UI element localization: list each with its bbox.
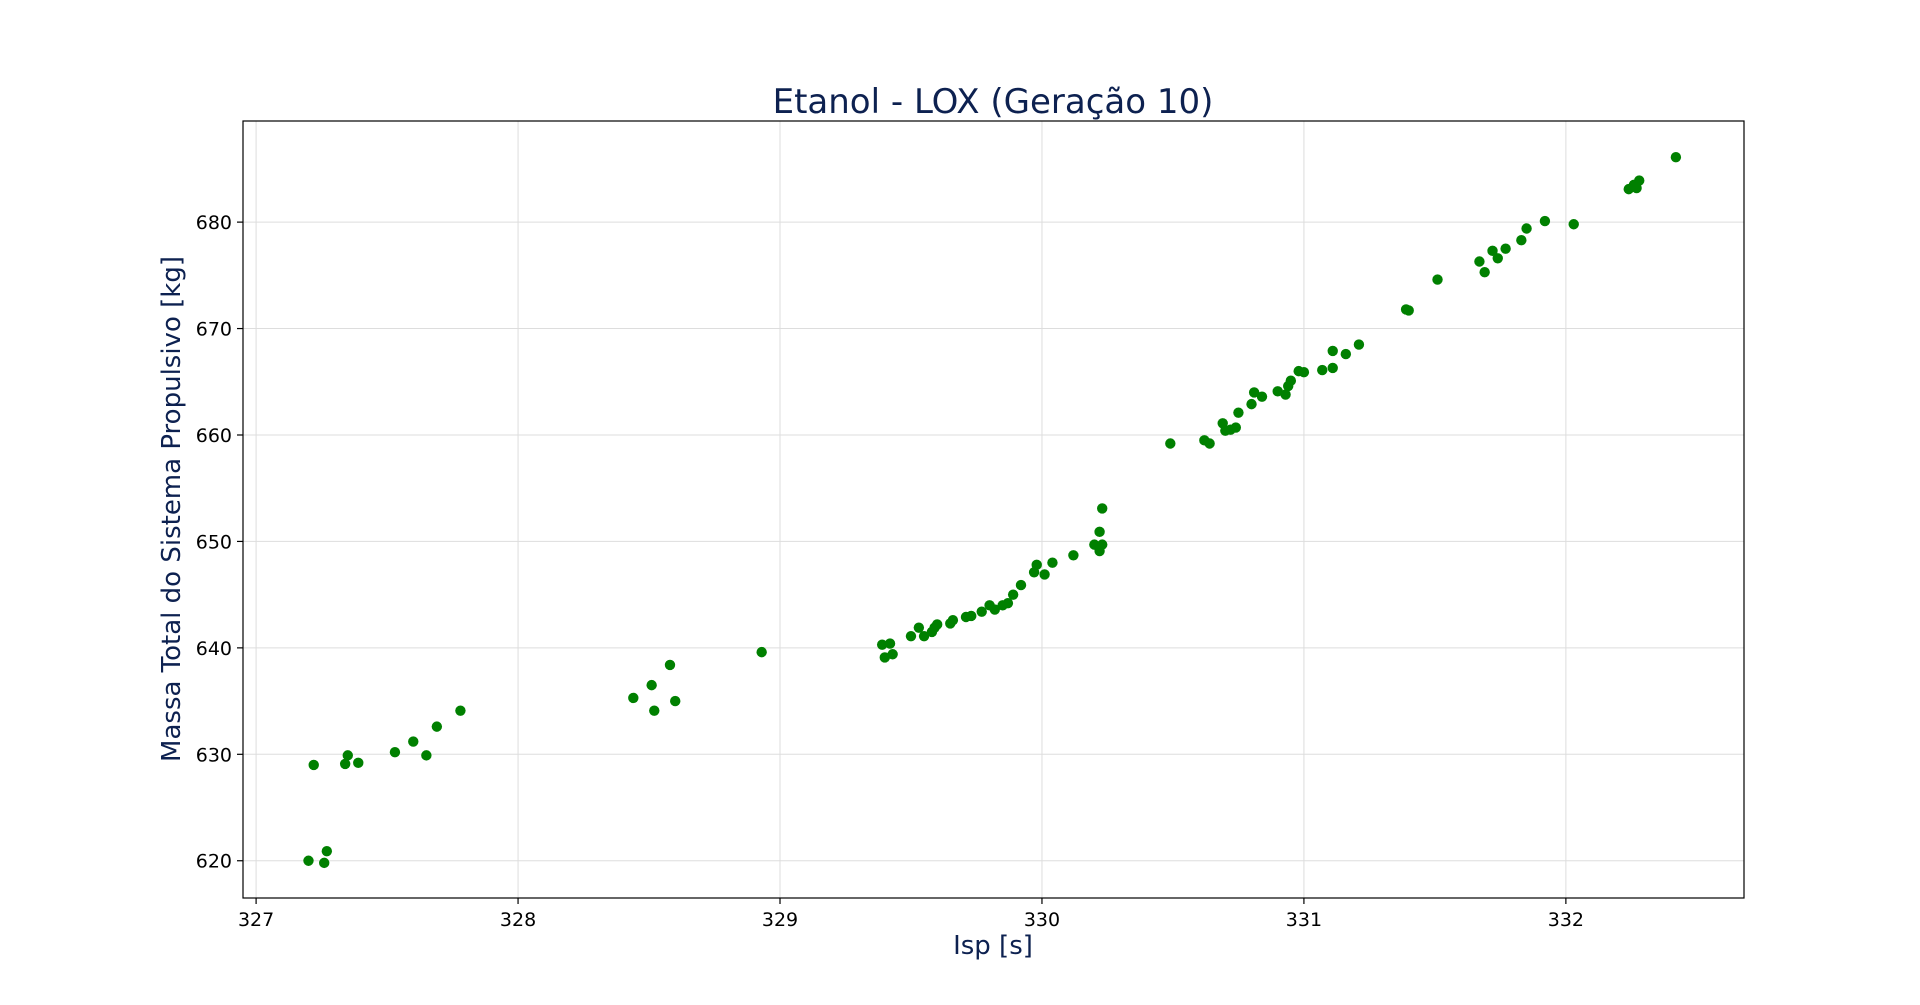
data-point xyxy=(1539,215,1551,227)
data-point xyxy=(1002,597,1014,609)
data-point xyxy=(1256,391,1268,402)
data-point xyxy=(1403,305,1414,316)
data-point xyxy=(1039,569,1050,580)
data-point xyxy=(1516,235,1527,246)
data-point xyxy=(1047,557,1058,568)
data-point xyxy=(1165,438,1176,449)
y-tick-label: 630 xyxy=(196,744,232,766)
data-point xyxy=(1204,438,1215,449)
data-point xyxy=(1280,389,1291,400)
x-axis-ticks: 327 328 329 330 331 332 xyxy=(238,898,1584,931)
data-point xyxy=(966,610,977,622)
data-point xyxy=(976,606,987,617)
data-point xyxy=(913,622,925,633)
grid-lines xyxy=(243,121,1744,898)
data-point xyxy=(947,614,959,626)
data-point xyxy=(308,759,319,771)
data-point xyxy=(1246,398,1257,410)
data-point xyxy=(931,619,943,630)
data-point xyxy=(1015,579,1027,591)
data-point xyxy=(353,757,364,769)
x-axis-label: Isp [s] xyxy=(953,931,1033,961)
data-point xyxy=(876,639,888,650)
x-tick-label: 328 xyxy=(500,909,536,931)
y-tick-label: 650 xyxy=(196,531,232,553)
data-point xyxy=(1521,223,1532,234)
x-tick-label: 332 xyxy=(1548,909,1584,931)
chart-title: Etanol - LOX (Geração 10) xyxy=(773,82,1214,122)
data-point xyxy=(1094,526,1105,538)
data-point xyxy=(1487,245,1498,257)
data-point xyxy=(918,630,930,642)
data-point xyxy=(1097,503,1108,514)
data-point xyxy=(1007,589,1019,600)
data-point xyxy=(628,692,639,704)
data-point xyxy=(1500,243,1511,254)
data-point xyxy=(884,638,896,649)
data-point xyxy=(1068,550,1079,561)
data-point xyxy=(1298,366,1310,378)
data-point xyxy=(408,736,419,747)
data-point xyxy=(303,855,314,866)
y-axis-label: Massa Total do Sistema Propulsivo [kg] xyxy=(157,256,187,762)
data-point xyxy=(342,750,353,761)
data-point xyxy=(905,630,917,642)
data-point xyxy=(664,659,676,671)
x-tick-label: 330 xyxy=(1024,909,1060,931)
data-point xyxy=(1327,345,1338,357)
data-point xyxy=(1340,348,1352,360)
data-point xyxy=(670,695,681,707)
data-point xyxy=(1230,422,1242,433)
data-point xyxy=(1031,559,1042,571)
data-point xyxy=(1097,539,1108,550)
data-point xyxy=(1353,339,1365,350)
data-point xyxy=(455,705,466,716)
y-tick-label: 670 xyxy=(196,319,232,341)
data-point xyxy=(1272,386,1283,397)
y-tick-label: 660 xyxy=(196,425,232,447)
data-point xyxy=(339,758,351,770)
data-point xyxy=(1568,219,1579,230)
y-axis-ticks: 620 630 640 650 660 670 680 xyxy=(196,212,243,873)
data-point xyxy=(1317,364,1328,376)
data-point xyxy=(649,705,660,716)
data-point xyxy=(646,679,657,691)
data-point xyxy=(1670,151,1682,163)
data-point xyxy=(1479,266,1490,278)
data-point xyxy=(1285,375,1297,386)
data-point xyxy=(319,857,330,869)
data-point xyxy=(321,845,333,857)
data-point xyxy=(887,649,898,660)
data-point xyxy=(1474,256,1485,267)
x-tick-label: 327 xyxy=(238,909,274,931)
plot-frame xyxy=(242,120,1745,899)
x-tick-label: 331 xyxy=(1286,909,1322,931)
data-point xyxy=(1248,387,1260,398)
data-point xyxy=(421,750,432,761)
data-point xyxy=(1634,175,1645,186)
data-point xyxy=(431,721,443,732)
y-tick-label: 680 xyxy=(196,212,232,234)
y-tick-label: 620 xyxy=(196,851,232,873)
data-point xyxy=(879,652,890,663)
data-point xyxy=(756,646,767,658)
data-point xyxy=(1233,407,1244,418)
x-tick-label: 329 xyxy=(762,909,798,931)
data-point xyxy=(1327,362,1338,374)
data-points xyxy=(303,151,1682,869)
data-point xyxy=(1492,253,1503,264)
y-tick-label: 640 xyxy=(196,638,232,660)
data-point xyxy=(389,746,401,758)
data-point xyxy=(989,604,1001,615)
data-point xyxy=(1432,274,1443,285)
